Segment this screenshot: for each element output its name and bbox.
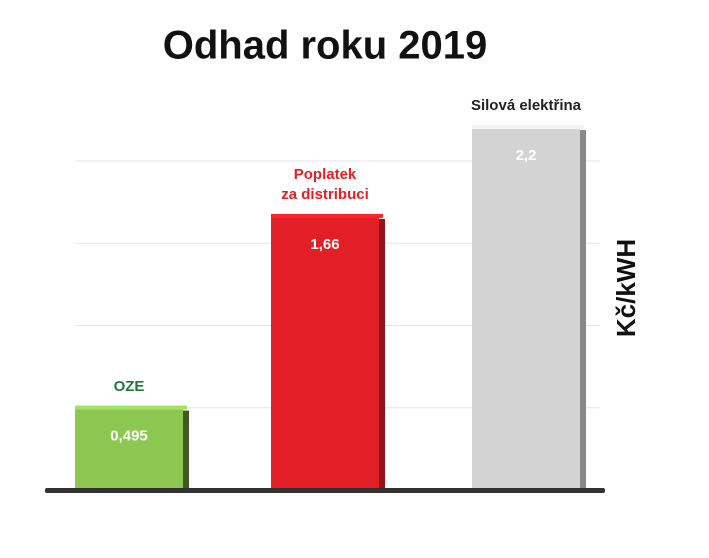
baseline <box>45 488 605 493</box>
bar-side <box>580 130 586 490</box>
bar-side <box>379 218 385 490</box>
value-label: 2,2 <box>516 147 537 164</box>
value-label: 1,66 <box>310 236 339 253</box>
y-axis-label: Kč/kWH <box>611 239 641 337</box>
category-label: OZE <box>113 377 145 395</box>
chart-title: Odhad roku 2019 <box>163 24 488 68</box>
bar-side <box>183 410 189 490</box>
bar-top <box>472 125 584 130</box>
category-label: Poplatek za distribuci <box>281 165 369 203</box>
bar-top <box>75 405 187 410</box>
bar <box>271 216 379 490</box>
value-label: 0,495 <box>110 428 148 445</box>
bar <box>472 128 580 490</box>
bar <box>75 408 183 490</box>
category-label: Silová elektřina <box>470 97 582 115</box>
bar-top <box>271 213 383 218</box>
